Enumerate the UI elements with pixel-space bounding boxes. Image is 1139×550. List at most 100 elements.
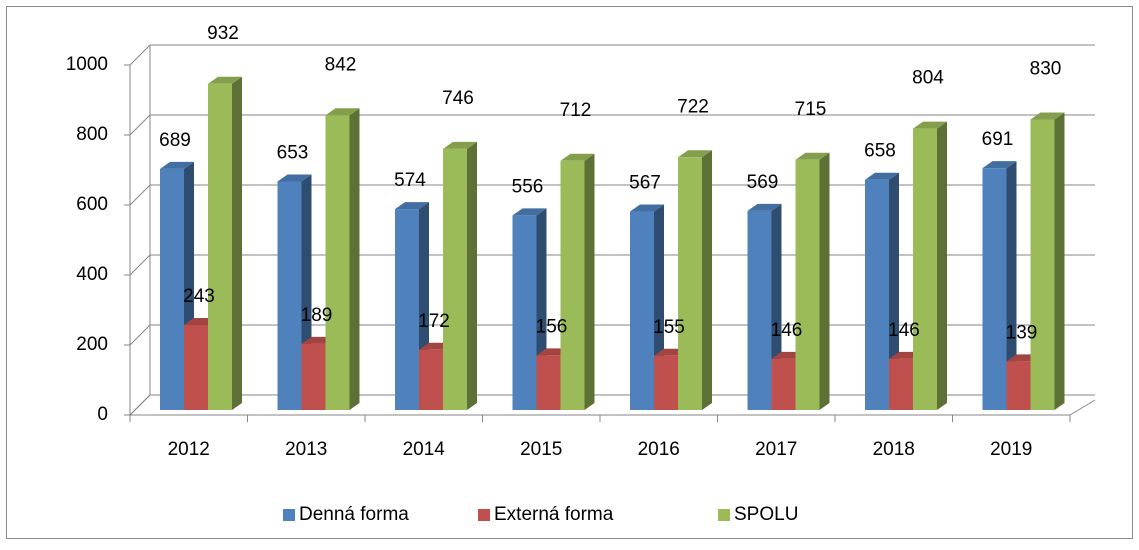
- data-label: 156: [536, 316, 568, 337]
- bar: [277, 181, 302, 410]
- bar: [325, 115, 350, 411]
- x-tick-label: 2016: [638, 439, 680, 460]
- grid-diagonal: [129, 324, 151, 346]
- bar-top: [443, 141, 477, 149]
- bar-side: [349, 108, 360, 411]
- data-label: 658: [864, 141, 896, 162]
- data-label: 712: [560, 100, 592, 121]
- bar: [184, 324, 208, 410]
- grid-diagonal: [129, 44, 151, 66]
- y-tick-label: 0: [97, 404, 108, 425]
- bar: [512, 215, 537, 410]
- y-tick-label: 1000: [66, 54, 108, 75]
- bar-top: [795, 152, 830, 160]
- x-tick-label: 2018: [873, 439, 915, 460]
- bar: [419, 349, 443, 410]
- y-tick-label: 200: [76, 334, 108, 355]
- x-tick-label: 2015: [520, 439, 562, 460]
- bar-top: [982, 161, 1017, 169]
- data-label: 722: [677, 96, 709, 117]
- data-label: 804: [912, 68, 944, 89]
- legend-swatch: [478, 509, 490, 521]
- x-tick-label: 2013: [285, 439, 327, 460]
- bar-side: [702, 150, 712, 411]
- bar-top: [678, 150, 712, 158]
- bar-side: [584, 153, 595, 411]
- floor-right-edge: [1069, 399, 1096, 416]
- bar-top: [277, 174, 312, 182]
- bar-side: [889, 172, 899, 410]
- legend-swatch: [283, 509, 295, 521]
- legend-label: SPOLU: [734, 504, 798, 525]
- data-label: 932: [207, 23, 239, 44]
- bar-top: [560, 153, 595, 161]
- data-label: 746: [442, 88, 474, 109]
- grid-diagonal: [129, 184, 151, 206]
- data-label: 155: [653, 317, 685, 338]
- bar: [560, 160, 585, 410]
- legend-label: Denná forma: [299, 504, 409, 525]
- data-label: 556: [512, 176, 544, 197]
- data-label: 146: [888, 320, 920, 341]
- bar-side: [1006, 161, 1017, 410]
- data-label: 567: [629, 173, 661, 194]
- y-tick-label: 400: [76, 264, 108, 285]
- data-label: 691: [982, 129, 1014, 150]
- bar-top: [325, 108, 360, 116]
- data-label: 715: [795, 99, 827, 120]
- data-label: 842: [325, 54, 357, 75]
- bar: [678, 157, 702, 410]
- grid-diagonal: [129, 394, 151, 416]
- bar: [443, 148, 467, 410]
- bar: [301, 343, 326, 410]
- bar: [913, 128, 937, 410]
- bar-top: [512, 208, 547, 216]
- bar: [771, 358, 796, 410]
- data-label: 172: [418, 311, 450, 332]
- data-label: 689: [159, 130, 191, 151]
- x-tick-label: 2017: [755, 439, 797, 460]
- bar: [395, 209, 419, 410]
- bar-side: [937, 121, 947, 410]
- data-label: 569: [747, 172, 779, 193]
- bar: [982, 168, 1007, 410]
- bar-top: [395, 202, 429, 210]
- bar-top: [747, 203, 782, 211]
- data-label: 189: [301, 305, 333, 326]
- x-tick-label: 2019: [990, 439, 1032, 460]
- bar-top: [630, 204, 664, 212]
- y-tick-label: 600: [76, 194, 108, 215]
- bar: [654, 355, 678, 410]
- legend-label: Externá forma: [494, 504, 614, 525]
- y-tick-label: 800: [76, 124, 108, 145]
- bar-side: [819, 152, 830, 410]
- bar-side: [232, 76, 242, 411]
- bar: [630, 211, 654, 410]
- bar: [865, 179, 889, 410]
- bar: [747, 210, 772, 410]
- bar-side: [1054, 112, 1065, 410]
- bar-top: [913, 121, 947, 129]
- data-label: 653: [277, 142, 309, 163]
- x-tick-label: 2014: [403, 439, 446, 460]
- bar: [536, 355, 561, 410]
- legend-swatch: [718, 509, 730, 521]
- bar: [160, 168, 184, 410]
- bar: [889, 358, 913, 410]
- bar-top: [865, 172, 899, 180]
- bar-top: [1030, 112, 1065, 120]
- bar-top: [208, 76, 242, 84]
- bar: [1006, 361, 1031, 410]
- bar: [795, 159, 820, 410]
- data-label: 146: [771, 320, 803, 341]
- data-label: 139: [1006, 322, 1038, 343]
- bar: [208, 83, 232, 411]
- bar-top: [160, 161, 194, 169]
- bar-side: [467, 141, 477, 410]
- bar: [1030, 119, 1055, 410]
- x-tick-label: 2012: [168, 439, 210, 460]
- grid-diagonal: [129, 114, 151, 136]
- data-label: 574: [394, 170, 426, 191]
- grid-diagonal: [129, 254, 151, 276]
